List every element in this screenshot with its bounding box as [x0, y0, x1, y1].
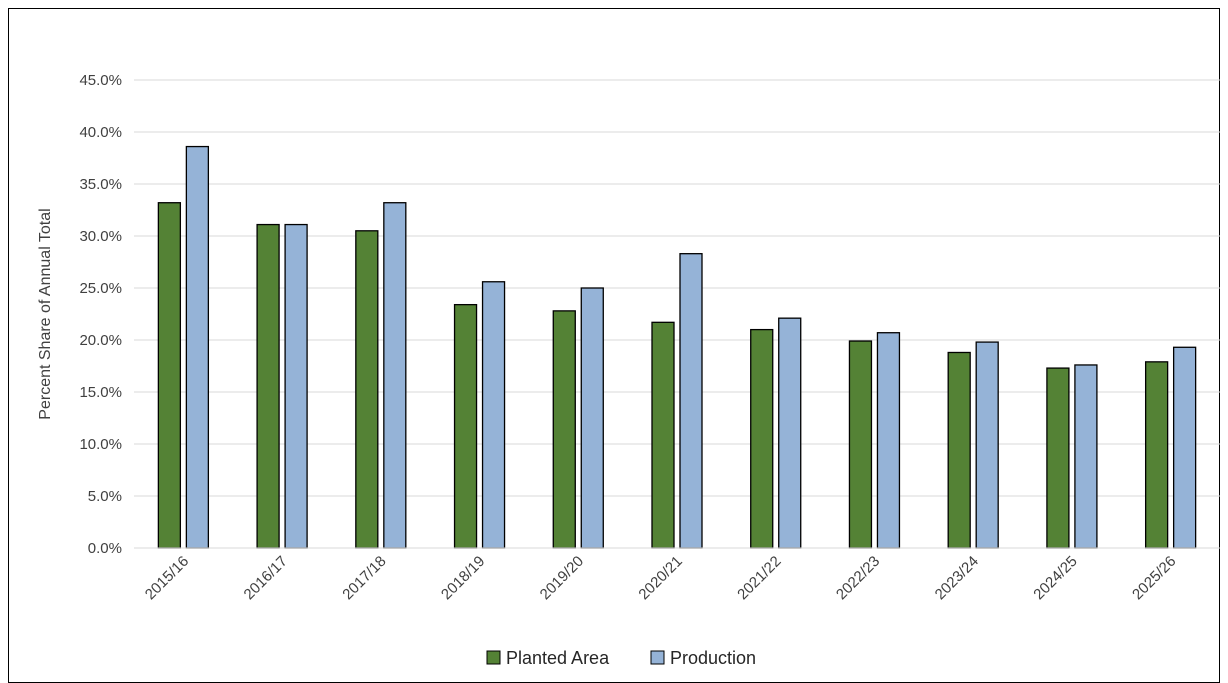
y-tick-label: 45.0%: [79, 72, 122, 89]
gridlines: [134, 79, 1220, 497]
y-tick-label: 0.0%: [88, 540, 122, 557]
bar-production: [876, 332, 901, 549]
x-axis-ticks: 2015/16 2016/17 2017/18 2018/19 2019/20 2020/…: [142, 553, 1180, 603]
y-tick-label: 5.0%: [88, 488, 122, 505]
bar-planted-area: [1144, 361, 1169, 549]
x-tick-label: 2023/24: [932, 553, 982, 603]
bars: [157, 145, 1197, 549]
x-tick-label: 2019/20: [537, 553, 587, 603]
bar-production: [185, 145, 210, 549]
bar-planted-area: [1046, 367, 1070, 549]
y-tick-label: 10.0%: [79, 436, 122, 453]
x-tick-label: 2021/22: [734, 553, 784, 603]
y-tick-label: 25.0%: [79, 280, 122, 297]
bar-production: [778, 317, 802, 549]
x-tick-label: 2016/17: [241, 553, 291, 603]
bar-production: [679, 253, 703, 549]
bar-planted-area: [453, 303, 478, 549]
bar-planted-area: [947, 351, 971, 549]
bar-planted-area: [256, 223, 280, 549]
legend-label-planted-area: Planted Area: [506, 648, 610, 668]
x-tick-label: 2020/21: [635, 553, 685, 603]
legend-swatch-planted-area: [486, 650, 501, 665]
y-tick-label: 40.0%: [79, 124, 122, 141]
x-tick-label: 2022/23: [833, 553, 883, 603]
x-tick-label: 2024/25: [1030, 553, 1080, 603]
y-tick-label: 15.0%: [79, 384, 122, 401]
y-tick-label: 30.0%: [79, 228, 122, 245]
x-tick-label: 2025/26: [1129, 553, 1179, 603]
legend-swatch-production: [650, 650, 665, 665]
y-tick-label: 35.0%: [79, 176, 122, 193]
bar-planted-area: [355, 230, 379, 549]
bar-production: [481, 281, 506, 549]
bar-planted-area: [750, 328, 774, 549]
x-tick-label: 2017/18: [339, 553, 389, 603]
x-tick-label: 2015/16: [142, 553, 192, 603]
y-axis-title: Percent Share of Annual Total: [37, 208, 54, 419]
bar-production: [1074, 364, 1098, 549]
bar-production: [284, 223, 308, 549]
legend: Planted Area Production: [486, 648, 756, 668]
bar-production: [383, 202, 407, 549]
bar-planted-area: [552, 310, 576, 549]
y-tick-label: 20.0%: [79, 332, 122, 349]
bar-production: [975, 341, 999, 549]
bar-planted-area: [848, 340, 873, 549]
y-axis-ticks: 0.0% 5.0% 10.0% 15.0% 20.0% 25.0% 30.0% 35.0% 40…: [79, 72, 122, 557]
bar-production: [1172, 346, 1197, 549]
bar-planted-area: [157, 202, 182, 549]
chart-frame: [8, 8, 1220, 683]
bar-production: [580, 287, 604, 549]
bar-planted-area: [651, 321, 675, 549]
x-tick-label: 2018/19: [438, 553, 488, 603]
legend-label-production: Production: [670, 648, 756, 668]
